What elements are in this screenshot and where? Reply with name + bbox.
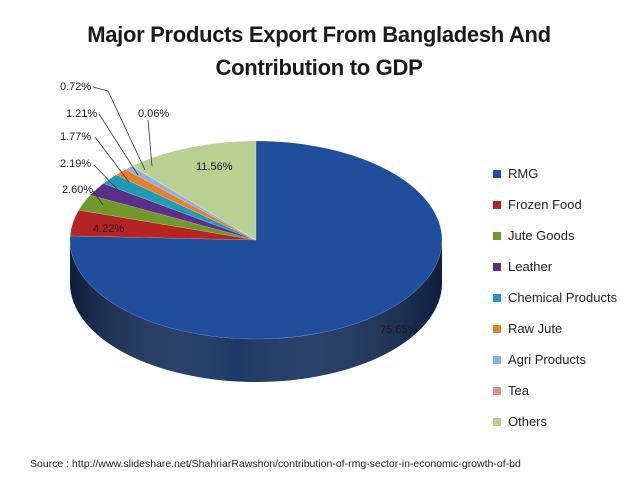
legend-label-chemical-products: Chemical Products [508, 290, 618, 305]
legend-swatch-agri-products [493, 356, 501, 364]
pie-rim-shading [70, 240, 442, 382]
legend-label-rmg: RMG [508, 166, 539, 181]
data-label-chemical-products: 1.77% [60, 131, 91, 143]
legend-swatch-raw-jute [493, 325, 501, 333]
pie-slice-chemical-products [102, 174, 257, 241]
legend-swatch-tea [493, 387, 501, 395]
legend-label-raw-jute: Raw Jute [508, 321, 563, 336]
legend-swatch-jute-goods [493, 232, 501, 240]
legend-item-tea: Tea [493, 383, 617, 414]
legend-swatch-others [493, 418, 501, 426]
legend-item-frozen-food: Frozen Food [493, 197, 617, 228]
legend-label-tea: Tea [508, 383, 529, 398]
legend-item-agri-products: Agri Products [493, 352, 617, 383]
leader-line-tea [147, 119, 153, 167]
legend-item-rmg: RMG [493, 166, 617, 197]
pie-top-faces [69, 140, 443, 340]
pie-data-labels: 75.65% 4.22% 2.60% 2.19% 1.77% 1.21% 0.72% 0.06… [60, 81, 418, 336]
pie-slice-raw-jute [115, 168, 257, 241]
legend-swatch-rmg [493, 170, 501, 178]
legend-label-jute-goods: Jute Goods [508, 228, 575, 243]
legend-item-jute-goods: Jute Goods [493, 228, 617, 259]
chart-title: Major Products Export From Bangladesh An… [0, 18, 638, 84]
data-label-leather: 2.19% [60, 158, 91, 170]
legend-label-frozen-food: Frozen Food [508, 197, 582, 212]
data-label-jute-goods: 2.60% [62, 184, 93, 196]
pie-slice-leather [89, 183, 257, 241]
pie-slice-frozen-food [69, 209, 257, 241]
source-note: Source : http://www.slideshare.net/Shahr… [30, 458, 521, 470]
pie-slice-rmg [69, 140, 443, 340]
leader-line-leather [93, 164, 119, 191]
leader-line-raw-jute [98, 113, 139, 176]
legend-swatch-frozen-food [493, 201, 501, 209]
legend-item-chemical-products: Chemical Products [493, 290, 617, 321]
legend-item-leather: Leather [493, 259, 617, 290]
legend-label-agri-products: Agri Products [508, 352, 587, 367]
pie-slice-jute-goods [78, 194, 257, 241]
leader-line-chemical-products [94, 136, 130, 183]
legend-item-others: Others [493, 414, 617, 445]
legend-label-others: Others [508, 414, 548, 429]
legend-item-raw-jute: Raw Jute [493, 321, 617, 352]
legend-swatch-chemical-products [493, 294, 501, 302]
legend-label-leather: Leather [508, 259, 553, 274]
data-label-others: 11.56% [196, 161, 233, 173]
chart-title-line-1: Major Products Export From Bangladesh An… [87, 22, 551, 47]
data-label-tea: 0.06% [138, 108, 169, 120]
pie-side-walls [70, 240, 442, 382]
legend-swatch-leather [493, 263, 501, 271]
data-label-agri-products: 0.72% [60, 81, 91, 93]
data-label-frozen-food: 4.22% [93, 223, 124, 235]
chart-legend: RMG Frozen Food Jute Goods Leather Chemical … [493, 166, 617, 445]
leader-line-agri-products [92, 86, 146, 171]
pie-slice-others [131, 140, 257, 241]
data-label-raw-jute: 1.21% [66, 108, 97, 120]
data-label-rmg: 75.65% [380, 324, 418, 336]
pie-slice-agri-products [125, 165, 257, 241]
leader-line-jute-goods [92, 190, 104, 206]
chart-title-line-2: Contribution to GDP [215, 55, 423, 80]
